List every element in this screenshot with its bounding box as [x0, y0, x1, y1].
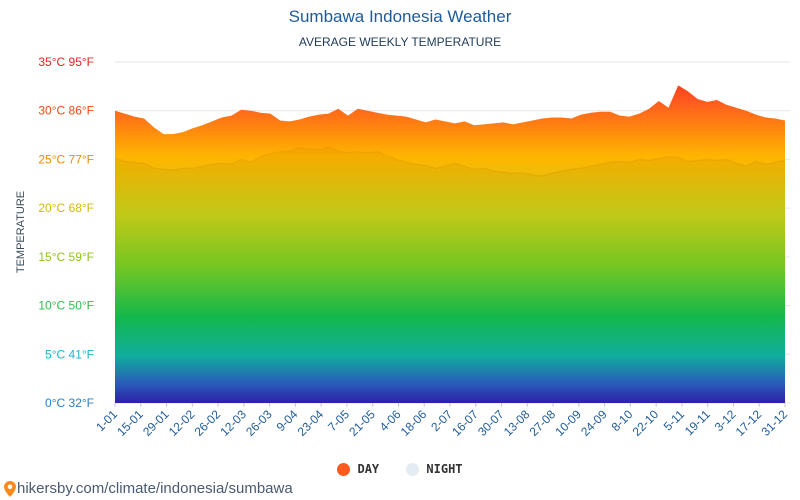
- x-tick-label: 27-08: [527, 407, 559, 439]
- x-tick-label: 26-02: [192, 407, 224, 439]
- x-tick-label: 30-07: [475, 407, 507, 439]
- x-tick-labels: 1-0115-0129-0112-0226-0212-0326-039-0423…: [93, 403, 790, 439]
- day-dot-icon: [337, 462, 351, 476]
- night-dot-icon: [406, 462, 420, 476]
- source-link[interactable]: hikersby.com/climate/indonesia/sumbawa: [4, 480, 293, 497]
- x-tick-label: 15-01: [114, 407, 146, 439]
- x-tick-label: 31-12: [759, 407, 791, 439]
- y-tick-label: 30°C 86°F: [38, 104, 94, 118]
- x-tick-label: 10-09: [552, 407, 584, 439]
- x-tick-label: 17-12: [733, 407, 765, 439]
- chart-subtitle: AVERAGE WEEKLY TEMPERATURE: [298, 35, 502, 49]
- x-tick-label: 21-05: [346, 407, 378, 439]
- x-tick-label: 19-11: [682, 407, 713, 438]
- y-tick-label: 0°C 32°F: [45, 396, 94, 410]
- x-tick-label: 12-02: [166, 407, 198, 439]
- legend-day-label: DAY: [357, 462, 380, 476]
- y-tick-label: 5°C 41°F: [45, 347, 94, 361]
- y-tick-label: 35°C 95°F: [38, 55, 94, 69]
- x-tick-label: 22-10: [630, 407, 662, 439]
- x-tick-label: 12-03: [217, 407, 249, 439]
- x-tick-label: 13-08: [501, 407, 533, 439]
- night-series-area: [115, 146, 785, 404]
- x-tick-label: 23-04: [295, 407, 327, 439]
- chart-title: Sumbawa Indonesia Weather: [288, 7, 512, 26]
- x-tick-label: 26-03: [243, 407, 275, 439]
- x-tick-label: 24-09: [578, 407, 610, 439]
- x-tick-label: 16-07: [449, 407, 481, 439]
- plot-area: [114, 85, 786, 404]
- x-tick-label: 18-06: [398, 407, 430, 439]
- legend-item-night[interactable]: NIGHT: [406, 462, 463, 476]
- y-tick-label: 15°C 59°F: [38, 250, 94, 264]
- legend: DAY NIGHT: [0, 462, 800, 479]
- x-tick-label: 29-01: [140, 407, 172, 439]
- source-url: hikersby.com/climate/indonesia/sumbawa: [17, 480, 293, 497]
- legend-item-day[interactable]: DAY: [337, 462, 379, 476]
- y-tick-labels: 0°C 32°F 5°C 41°F 10°C 50°F 15°C 59°F 20°C 6…: [38, 55, 94, 410]
- legend-night-label: NIGHT: [426, 462, 463, 476]
- y-tick-label: 20°C 68°F: [38, 201, 94, 215]
- night-series-line: [114, 146, 786, 177]
- y-tick-label: 10°C 50°F: [38, 299, 94, 313]
- map-pin-icon: [4, 480, 16, 497]
- y-tick-label: 25°C 77°F: [38, 152, 94, 166]
- day-series-area: [115, 85, 785, 404]
